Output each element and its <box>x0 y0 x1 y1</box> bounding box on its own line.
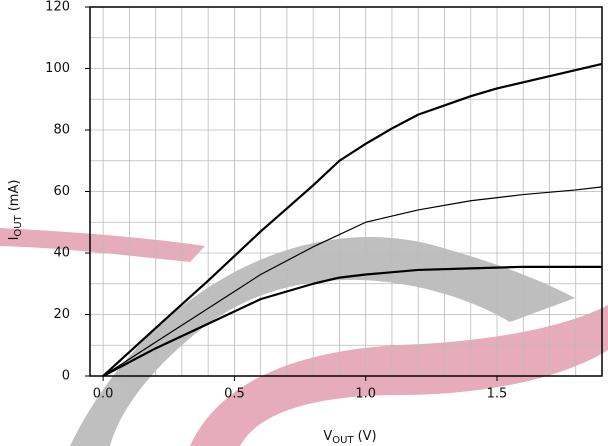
line <box>102 265 602 377</box>
label-main: V <box>323 429 332 444</box>
line <box>102 186 603 377</box>
y-tick-label: 0 <box>62 369 70 384</box>
x-tick-label: 0.5 <box>224 387 245 402</box>
watermark-arc <box>70 236 575 446</box>
watermark <box>0 228 608 446</box>
label-sub: OUT <box>13 214 24 236</box>
y-tick-label: 60 <box>53 184 70 199</box>
y-axis-label: IOUT (mA) <box>7 180 25 241</box>
label-sub: OUT <box>332 435 354 446</box>
y-tick-label: 40 <box>53 246 70 261</box>
y-tick-label: 120 <box>45 0 70 15</box>
label-rest: (V) <box>358 429 377 444</box>
y-tick-label: 80 <box>53 123 70 138</box>
label-rest: (mA) <box>7 180 22 212</box>
x-tick-label: 0.0 <box>93 387 114 402</box>
plot-frame <box>89 6 603 377</box>
watermark-arc <box>0 228 205 262</box>
line <box>102 62 603 377</box>
y-tick-label: 20 <box>53 307 70 322</box>
y-tick-label: 100 <box>45 61 70 76</box>
x-tick-label: 1.0 <box>355 387 376 402</box>
x-tick-label: 1.5 <box>487 387 508 402</box>
label-main: I <box>7 237 22 241</box>
x-axis-label: VOUT (V) <box>323 429 376 446</box>
